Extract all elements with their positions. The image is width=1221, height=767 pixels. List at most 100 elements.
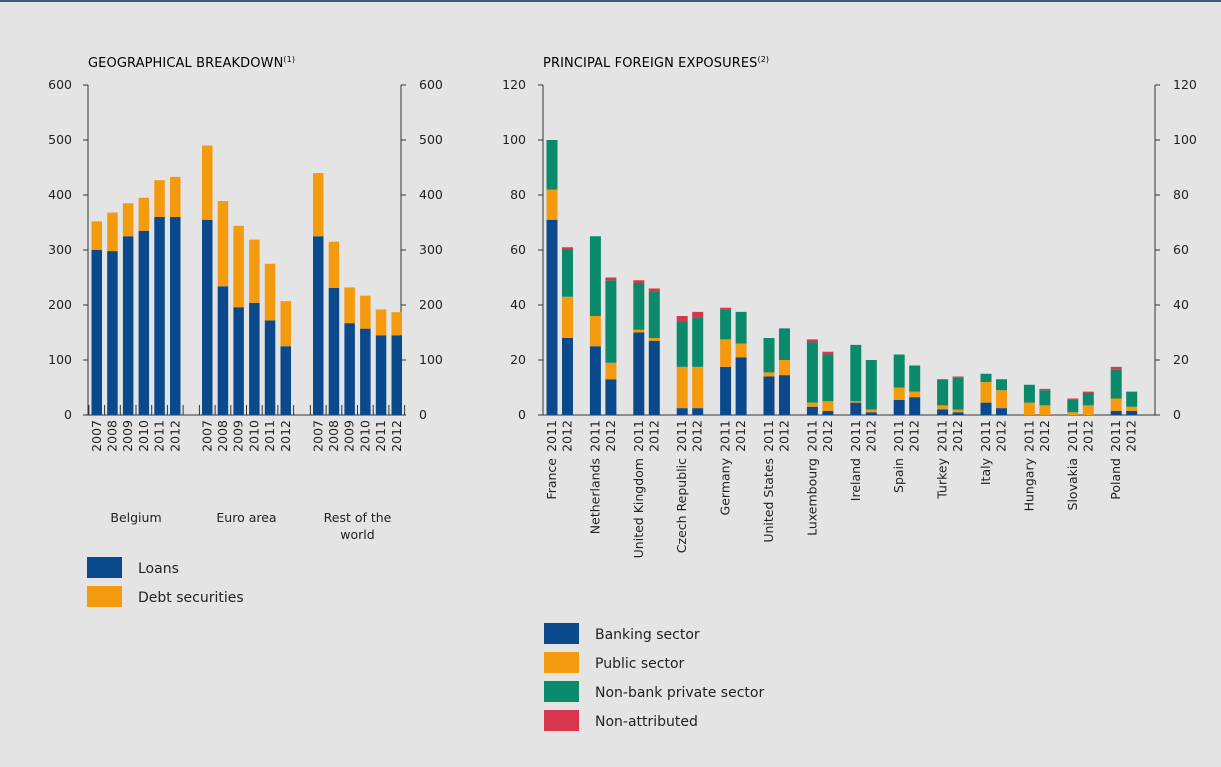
bar-non-bank-private	[562, 250, 573, 297]
category-label-slovakia: Slovakia	[1065, 458, 1080, 510]
bar-public-sector	[1082, 405, 1094, 415]
right-year-label: 2012	[560, 420, 575, 452]
bar-non-bank-private	[952, 377, 964, 410]
bar-debt-securities	[91, 221, 102, 250]
bar-non-attributed	[1039, 388, 1051, 391]
bar-loans	[170, 217, 181, 415]
bar-debt-securities	[233, 225, 244, 308]
right-ytick-label: 0	[518, 407, 526, 422]
right-year-label: 2012	[733, 420, 748, 452]
right-year-label: 2012	[690, 420, 705, 452]
bar-loans	[391, 335, 402, 415]
bar-non-bank-private	[822, 354, 834, 402]
bar-non-bank-private	[1082, 393, 1094, 406]
bar-public-sector	[850, 401, 862, 403]
bar-banking-sector	[720, 366, 732, 415]
group-label-belgium: Belgium	[110, 510, 161, 525]
bar-public-sector	[546, 189, 558, 220]
bar-banking-sector	[546, 219, 558, 415]
bar-banking-sector	[605, 379, 617, 415]
bar-non-bank-private	[546, 140, 558, 190]
right-side-ytick-label: 200	[419, 297, 443, 312]
bar-loans	[375, 335, 387, 415]
left-year-label: 2008	[104, 420, 119, 452]
right-year-label: 2011	[544, 420, 559, 452]
bar-non-bank-private	[937, 379, 949, 406]
right-side-ytick-label: 400	[419, 187, 443, 202]
category-label-france: France	[544, 458, 559, 500]
bar-non-bank-private	[735, 311, 747, 344]
left-ytick-label: 600	[48, 77, 72, 92]
bar-public-sector	[996, 390, 1007, 409]
right-side-ytick-label: 300	[419, 242, 443, 257]
legend-label-banking: Banking sector	[595, 627, 700, 643]
bar-banking-sector	[589, 346, 601, 415]
bar-loans	[313, 236, 324, 415]
left-ytick-label: 100	[48, 352, 72, 367]
right-year-label: 2011	[1108, 420, 1123, 452]
right-ytick-label: 100	[502, 132, 526, 147]
left-year-label: 2011	[373, 420, 388, 452]
bar-banking-sector	[952, 412, 964, 415]
bar-public-sector	[779, 360, 790, 376]
right-side-ytick-label: 120	[1173, 77, 1197, 92]
bar-non-attributed	[692, 311, 704, 318]
bar-non-bank-private	[633, 283, 645, 330]
left-year-label: 2012	[278, 420, 293, 452]
left-year-label: 2007	[199, 420, 214, 452]
category-label-luxembourg: Luxembourg	[804, 458, 819, 536]
bar-public-sector	[633, 329, 645, 333]
left-year-label: 2010	[136, 420, 151, 452]
bar-non-attributed	[1082, 391, 1094, 393]
bar-banking-sector	[996, 408, 1007, 415]
right-year-label: 2011	[674, 420, 689, 452]
bar-loans	[328, 287, 340, 415]
bar-loans	[360, 328, 371, 415]
category-label-czech-republic: Czech Republic	[674, 458, 689, 553]
bar-non-bank-private	[1023, 384, 1035, 403]
bar-non-bank-private	[589, 236, 601, 316]
bar-loans	[138, 230, 150, 415]
bar-banking-sector	[763, 376, 775, 415]
bar-non-attributed	[952, 376, 964, 378]
bar-non-bank-private	[996, 379, 1007, 391]
bar-banking-sector	[937, 409, 949, 415]
bar-public-sector	[893, 387, 905, 400]
right-chart-title: PRINCIPAL FOREIGN EXPOSURES(2)	[543, 55, 769, 71]
bar-banking-sector	[909, 397, 921, 415]
bar-banking-sector	[779, 375, 790, 415]
bar-public-sector	[735, 343, 747, 358]
bar-banking-sector	[1126, 410, 1138, 415]
bar-debt-securities	[280, 301, 291, 347]
bar-banking-sector	[865, 412, 877, 415]
bar-loans	[154, 217, 165, 415]
left-chart-title: GEOGRAPHICAL BREAKDOWN(1)	[88, 55, 295, 71]
right-year-label: 2011	[718, 420, 733, 452]
bar-non-attributed	[633, 280, 645, 283]
bar-loans	[280, 346, 291, 415]
bar-public-sector	[1110, 398, 1122, 411]
left-year-label: 2010	[246, 420, 261, 452]
right-year-label: 2011	[935, 420, 950, 452]
bar-non-attributed	[1110, 366, 1122, 370]
left-ytick-label: 500	[48, 132, 72, 147]
legend-label-loans: Loans	[138, 561, 179, 577]
bar-banking-sector	[633, 332, 645, 415]
bar-non-attributed	[806, 339, 818, 343]
group-label-euro-area: Euro area	[216, 510, 276, 525]
left-year-label: 2007	[310, 420, 325, 452]
right-year-label: 2012	[994, 420, 1009, 452]
bar-loans	[344, 323, 355, 415]
bar-banking-sector	[562, 338, 573, 415]
bar-banking-sector	[822, 410, 834, 415]
right-year-label: 2012	[863, 420, 878, 452]
bar-non-attributed	[605, 277, 617, 281]
bar-public-sector	[1126, 406, 1138, 411]
bar-banking-sector	[893, 399, 905, 415]
left-year-label: 2008	[326, 420, 341, 452]
bar-debt-securities	[328, 241, 340, 288]
legend-swatch-banking	[544, 623, 579, 644]
bar-loans	[122, 236, 134, 415]
bar-banking-sector	[850, 402, 862, 415]
category-label-netherlands: Netherlands	[587, 458, 602, 534]
